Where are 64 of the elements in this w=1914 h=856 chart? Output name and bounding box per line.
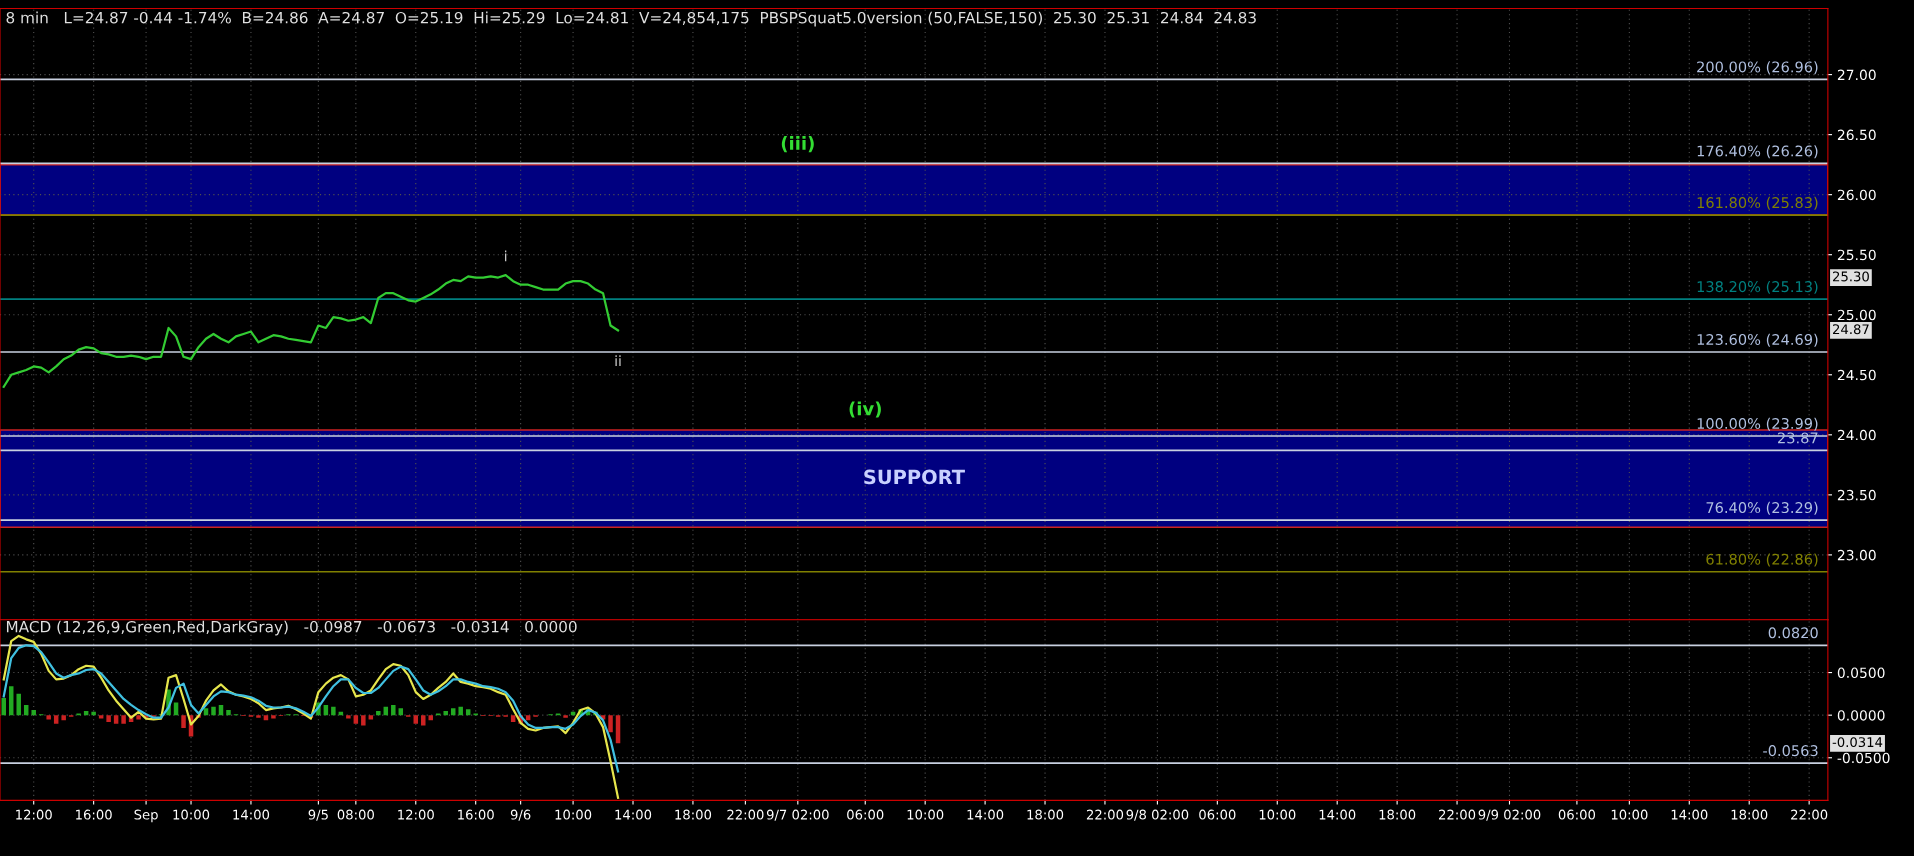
y-tick-label: 0.0500 — [1837, 667, 1885, 679]
x-tick-label: 9/9 02:00 — [1478, 809, 1541, 821]
x-tick-label: 06:00 — [847, 809, 884, 820]
ref-line-label: 0.0820 — [1768, 627, 1818, 639]
x-tick-label: 06:00 — [1199, 809, 1236, 820]
x-tick-label: 18:00 — [675, 809, 712, 820]
y-tick-label: 25.50 — [1837, 249, 1876, 261]
x-tick-label: 12:00 — [398, 809, 434, 820]
text: -0.0314 — [1832, 737, 1883, 748]
x-tick-label: 10:00 — [555, 809, 592, 820]
x-tick-label: 22:00 — [727, 809, 764, 820]
x-tick-label: 9/8 02:00 — [1126, 809, 1189, 821]
ref-line-label: 138.20% (25.13) — [1697, 280, 1818, 294]
annotation: ii — [615, 355, 621, 366]
ref-line-label: 61.80% (22.86) — [1706, 553, 1818, 567]
x-tick-label: 18:00 — [1379, 809, 1416, 820]
chart-title: 8 min L=24.87 -0.44 -1.74% B=24.86 A=24.87 O=25.19 Hi=25.29 Lo=24.81 V=24,854,175 PBSPSquat5.0version (50,FALSE,150) 25.30 25.31 24.84 24.83 — [6, 11, 1256, 27]
ref-line-label: 123.60% (24.69) — [1697, 333, 1818, 347]
y-tick-label: 24.50 — [1837, 369, 1876, 381]
y-tick-label: -0.0500 — [1837, 752, 1890, 764]
ref-line-label: -0.0563 — [1763, 745, 1818, 757]
x-tick-label: 18:00 — [1027, 809, 1064, 820]
x-tick-label: 22:00 — [1791, 809, 1828, 820]
x-tick-label: 10:00 — [173, 809, 210, 820]
x-tick-label: 14:00 — [1671, 809, 1708, 820]
y-tick-label: 26.00 — [1837, 189, 1876, 201]
x-tick-label: 9/6 — [510, 809, 531, 821]
annotation: (iv) — [849, 401, 881, 418]
ref-line-label: 161.80% (25.83) — [1697, 196, 1818, 210]
x-tick-label: 10:00 — [1259, 809, 1296, 820]
x-tick-label: Sep — [134, 809, 158, 823]
x-tick-label: 22:00 — [1439, 809, 1476, 820]
y-tick-label: 26.50 — [1837, 129, 1876, 141]
x-tick-label: 14:00 — [233, 809, 270, 820]
y-tick-label: 25.00 — [1837, 309, 1876, 321]
text: 24.87 — [1833, 324, 1869, 335]
x-tick-label: 14:00 — [967, 809, 1004, 820]
y-tick-label: 23.50 — [1837, 489, 1876, 501]
ref-line-label: 76.40% (23.29) — [1706, 501, 1818, 515]
ref-line-label: 200.00% (26.96) — [1697, 61, 1818, 75]
y-tick-label: 23.00 — [1837, 549, 1876, 561]
x-tick-label: 9/5 — [308, 809, 328, 821]
band-label: SUPPORT — [864, 469, 965, 485]
x-tick-label: 14:00 — [1319, 809, 1356, 820]
chart-title: MACD (12,26,9,Green,Red,DarkGray) -0.0987 -0.0673 -0.0314 0.0000 — [6, 620, 577, 636]
y-tick-label: 0.0000 — [1837, 710, 1885, 721]
x-tick-label: 18:00 — [1731, 809, 1768, 820]
x-tick-label: 16:00 — [76, 809, 112, 820]
text: 25.30 — [1833, 271, 1869, 282]
x-tick-label: 14:00 — [615, 809, 652, 820]
x-tick-label: 08:00 — [337, 809, 374, 820]
y-tick-label: 27.00 — [1837, 69, 1876, 81]
x-tick-label: 10:00 — [907, 809, 944, 820]
y-tick-label: 24.00 — [1837, 429, 1876, 441]
annotation: i — [505, 250, 507, 262]
x-tick-label: 10:00 — [1611, 809, 1648, 820]
x-tick-label: 16:00 — [458, 809, 494, 820]
x-tick-label: 12:00 — [16, 809, 52, 820]
ref-line-label: 100.00% (23.99) — [1697, 417, 1818, 431]
x-tick-label: 22:00 — [1086, 809, 1124, 820]
annotation: (iii) — [781, 136, 814, 153]
x-tick-label: 9/7 02:00 — [766, 809, 829, 821]
x-tick-label: 06:00 — [1558, 809, 1596, 820]
ref-line-label: 176.40% (26.26) — [1697, 145, 1818, 159]
